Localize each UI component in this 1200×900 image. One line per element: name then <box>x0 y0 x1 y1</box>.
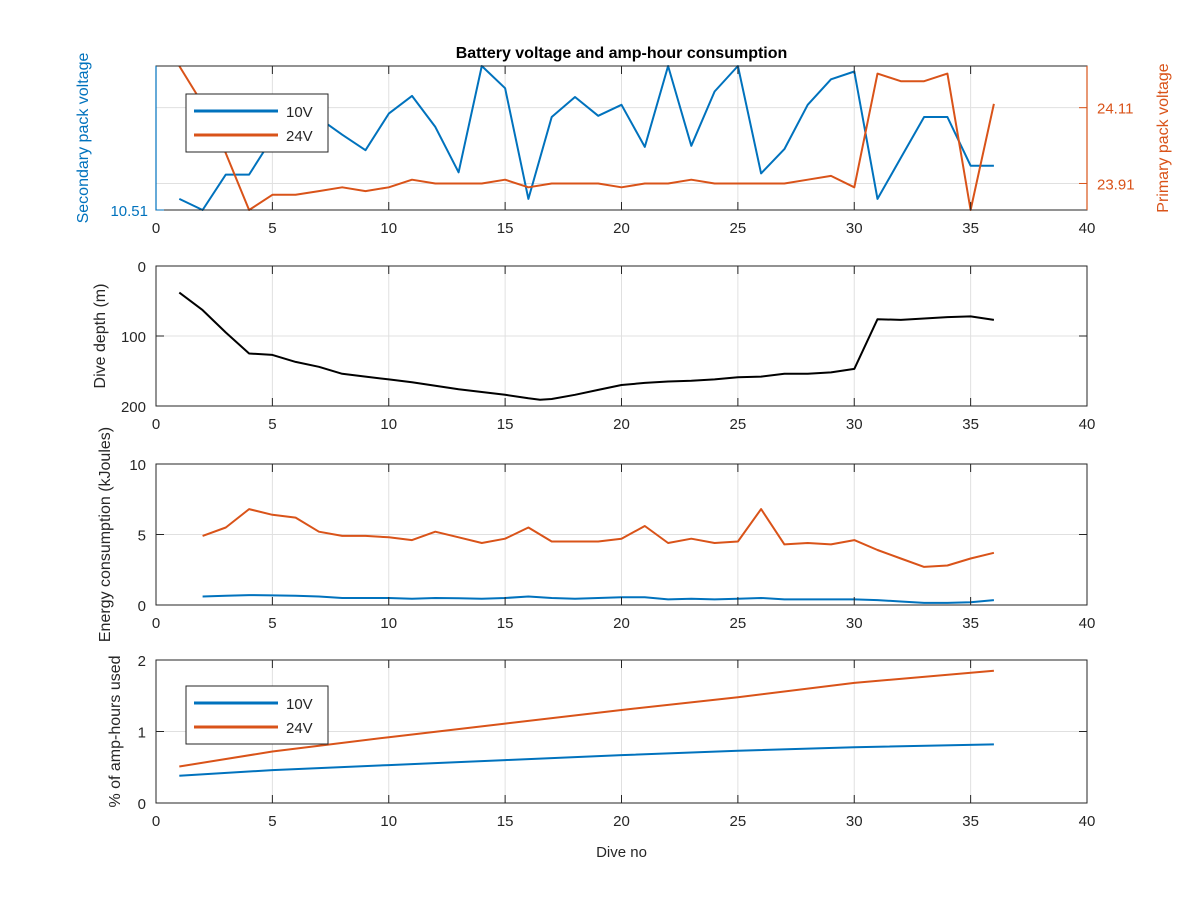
x-tick-label: 25 <box>730 813 747 830</box>
y-right-tick-label: 23.91 <box>1097 176 1135 193</box>
y-tick-label: 1 <box>138 725 146 742</box>
y-tick-label: 2 <box>138 653 146 670</box>
x-tick-label: 40 <box>1079 813 1096 830</box>
x-tick-label: 10 <box>380 813 397 830</box>
x-tick-label: 20 <box>613 615 630 632</box>
y-tick-label: 200 <box>121 399 146 416</box>
x-tick-label: 10 <box>380 220 397 237</box>
x-tick-label: 15 <box>497 416 514 433</box>
x-tick-label: 5 <box>268 615 276 632</box>
subplot-2: 0 5 10 15 20 25 30 35 40 0 100 200 Dive depth (m) <box>92 259 1095 433</box>
x-tick-label: 15 <box>497 615 514 632</box>
legend-label-10v: 10V <box>286 104 313 121</box>
y-tick-label: 0 <box>138 796 146 813</box>
x-tick-label: 5 <box>268 220 276 237</box>
x-tick-label: 20 <box>613 813 630 830</box>
x-tick-label: 40 <box>1079 220 1096 237</box>
y-axis-title: % of amp-hours used <box>107 655 124 807</box>
y-axis-title: Energy consumption (kJoules) <box>97 427 114 642</box>
series-24v-line <box>202 508 995 568</box>
x-tick-label: 0 <box>152 220 160 237</box>
x-tick-label: 10 <box>380 615 397 632</box>
x-tick-label: 40 <box>1079 615 1096 632</box>
legend-box <box>185 685 329 745</box>
y-tick-label: 0 <box>138 598 146 615</box>
x-tick-label: 35 <box>962 813 979 830</box>
legend-label-24v: 24V <box>286 720 313 737</box>
y-tick-label: 5 <box>138 528 146 545</box>
x-tick-label: 30 <box>846 615 863 632</box>
x-tick-label: 40 <box>1079 416 1096 433</box>
y-left-tick-label: 10.51 <box>110 203 148 220</box>
series-24v-line <box>179 669 994 768</box>
y-right-axis-title: Primary pack voltage <box>1155 63 1172 212</box>
x-tick-label: 10 <box>380 416 397 433</box>
x-tick-label: 25 <box>730 220 747 237</box>
subplot-3: 0 5 10 15 20 25 30 35 40 0 5 10 Energy consumption (… <box>97 427 1095 642</box>
x-tick-label: 0 <box>152 813 160 830</box>
x-tick-label: 5 <box>268 813 276 830</box>
x-tick-label: 15 <box>497 220 514 237</box>
x-tick-label: 20 <box>613 220 630 237</box>
x-tick-label: 15 <box>497 813 514 830</box>
x-tick-label: 30 <box>846 813 863 830</box>
y-axis-title: Dive depth (m) <box>92 284 109 389</box>
chart-title: Battery voltage and amp-hour consumption <box>456 45 788 62</box>
y-left-axis-title: Secondary pack voltage <box>75 53 92 224</box>
x-tick-label: 25 <box>730 615 747 632</box>
legend-label-24v: 24V <box>286 128 313 145</box>
x-tick-label: 5 <box>268 416 276 433</box>
series-depth-line <box>178 291 995 401</box>
series-10v-line <box>179 743 994 777</box>
x-tick-label: 30 <box>846 220 863 237</box>
subplot-1: 0 5 10 15 20 25 30 35 40 10.51 23.91 24.11 Battery v… <box>75 45 1172 237</box>
x-tick-label: 0 <box>152 416 160 433</box>
legend-label-10v: 10V <box>286 696 313 713</box>
subplot-4: 0 5 10 15 20 25 30 35 40 0 1 2 % of amp-hours used Di… <box>107 653 1095 861</box>
x-tick-label: 20 <box>613 416 630 433</box>
series-10v-line <box>202 594 994 604</box>
y-tick-label: 10 <box>129 457 146 474</box>
series-24v-line <box>178 65 995 211</box>
x-tick-label: 30 <box>846 416 863 433</box>
x-tick-label: 35 <box>962 220 979 237</box>
y-tick-label: 0 <box>138 259 146 276</box>
x-tick-label: 0 <box>152 615 160 632</box>
legend-box <box>185 93 329 153</box>
x-tick-label: 35 <box>962 416 979 433</box>
y-tick-label: 100 <box>121 329 146 346</box>
x-tick-label: 25 <box>730 416 747 433</box>
x-axis-title: Dive no <box>596 844 647 861</box>
x-tick-label: 35 <box>962 615 979 632</box>
y-right-tick-label: 24.11 <box>1097 101 1133 118</box>
